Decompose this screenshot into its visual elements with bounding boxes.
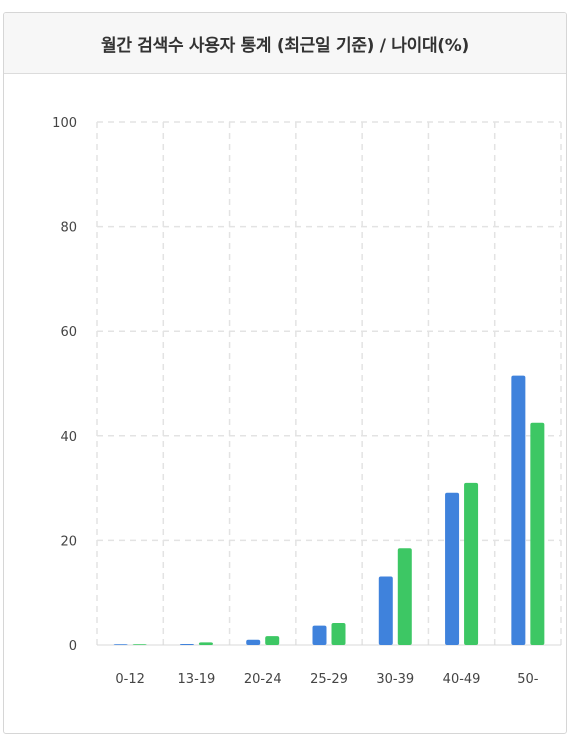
- x-tick-label: 50-: [517, 672, 539, 687]
- x-tick-label: 13-19: [178, 672, 216, 687]
- bar-series-2-0-12: [132, 644, 147, 645]
- chart-area: 0 20 40 60 80 100 0-12 13-19 20-24 25-29 30-39 40-4…: [4, 74, 566, 733]
- panel-header: 월간 검색수 사용자 통계 (최근일 기준) / 나이대(%): [4, 13, 566, 74]
- y-tick-label: 40: [60, 430, 77, 445]
- bar-series-1-40-49: [445, 492, 460, 645]
- bar-series-2-25-29: [331, 623, 346, 645]
- x-tick-label: 30-39: [376, 672, 414, 687]
- panel-title: 월간 검색수 사용자 통계 (최근일 기준) / 나이대(%): [101, 35, 469, 56]
- x-tick-label: 25-29: [310, 672, 348, 687]
- bar-series-1-20-24: [246, 639, 261, 645]
- bar-series-2-13-19: [198, 642, 213, 645]
- bar-series-1-13-19: [179, 643, 194, 645]
- bar-series-2-30-39: [397, 548, 412, 645]
- age-bar-chart: 0 20 40 60 80 100 0-12 13-19 20-24 25-29 30-39 40-4…: [52, 116, 562, 687]
- y-tick-label: 60: [60, 325, 77, 340]
- x-tick-label: 40-49: [443, 672, 481, 687]
- bar-series-2-50-: [530, 422, 545, 645]
- y-tick-label: 20: [60, 534, 77, 549]
- bar-series-2-20-24: [265, 636, 280, 645]
- x-tick-label: 0-12: [115, 672, 145, 687]
- bar-series-2-40-49: [464, 482, 479, 645]
- age-stats-panel: 월간 검색수 사용자 통계 (최근일 기준) / 나이대(%) 0 20 40 60 8…: [3, 12, 567, 734]
- bar-series-1-25-29: [312, 625, 327, 645]
- y-tick-label: 100: [52, 116, 77, 131]
- y-tick-label: 0: [69, 639, 77, 654]
- bar-series-1-30-39: [378, 576, 393, 645]
- bar-series-1-50-: [511, 375, 526, 645]
- y-tick-label: 80: [60, 221, 77, 236]
- bar-series-1-0-12: [113, 644, 128, 645]
- x-tick-label: 20-24: [244, 672, 282, 687]
